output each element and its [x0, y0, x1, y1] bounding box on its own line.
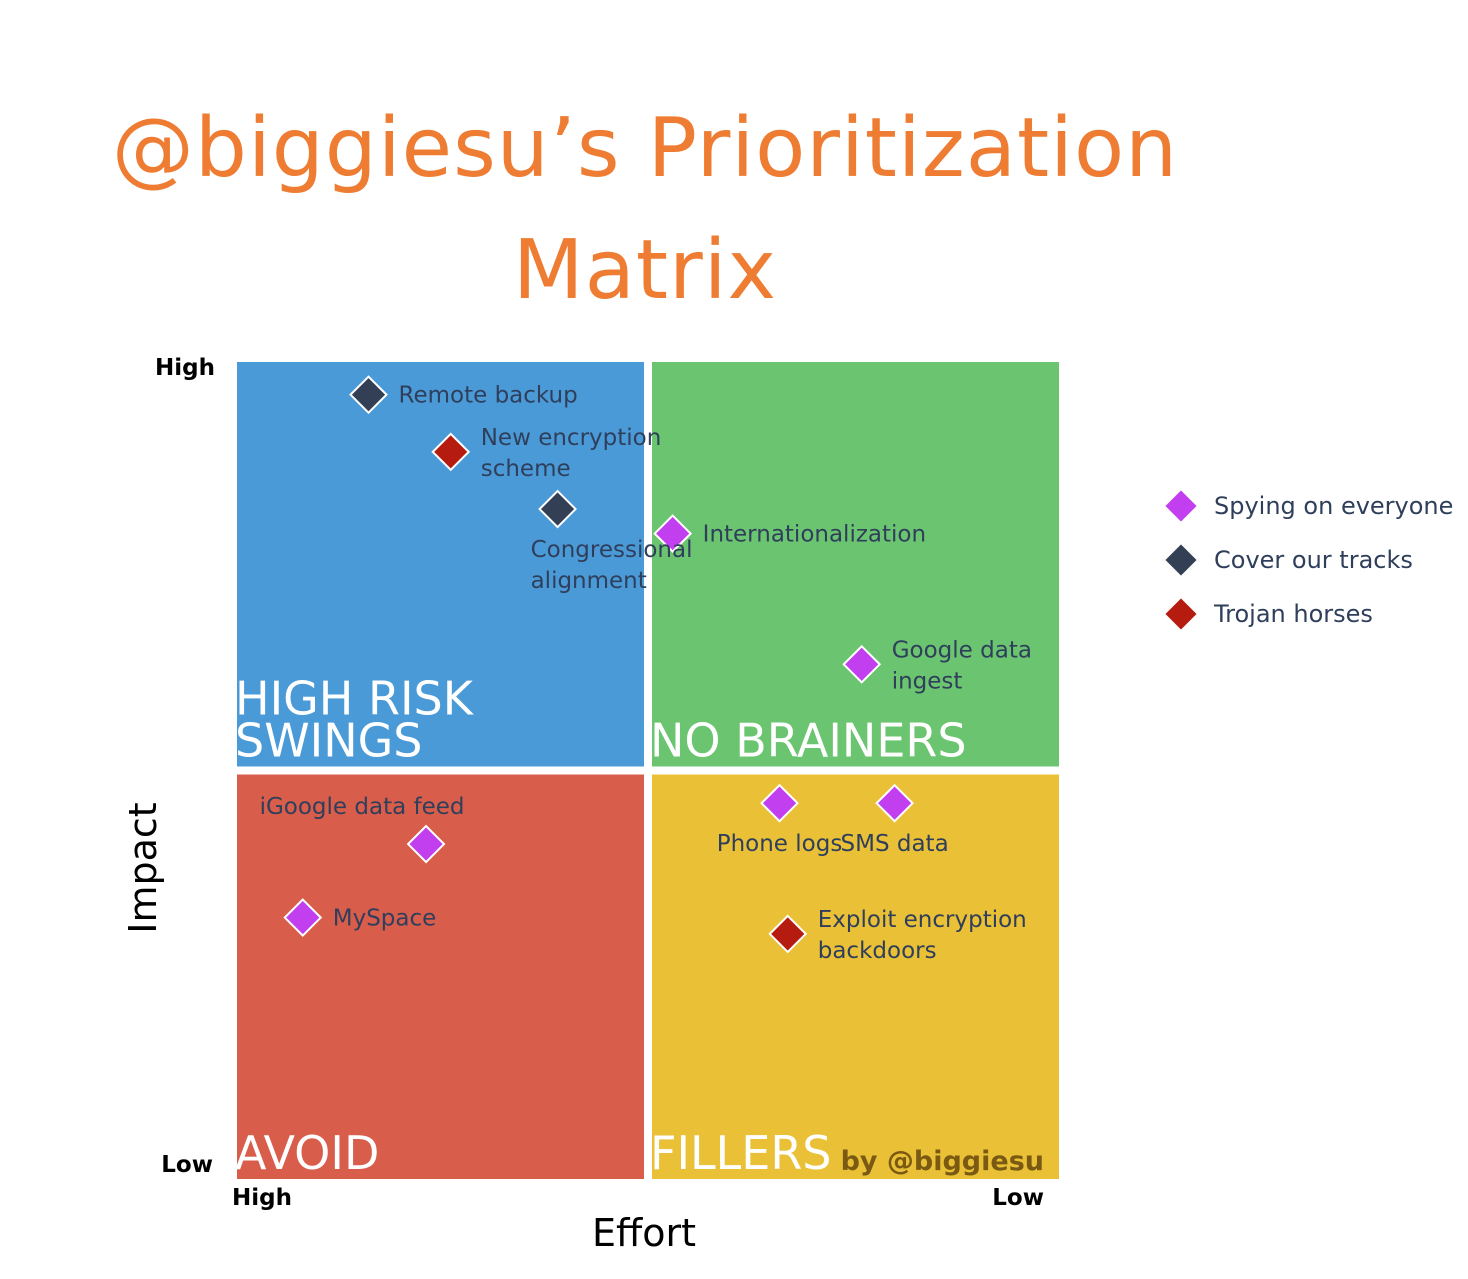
quadrant-high_risk	[237, 362, 644, 767]
legend-marker	[1162, 487, 1200, 525]
data-point-label: iGoogle data feed	[260, 794, 465, 820]
chart-title: @biggiesu’s Prioritization Matrix	[111, 101, 1179, 318]
legend-marker	[1162, 541, 1200, 579]
legend-label: Trojan horses	[1213, 600, 1373, 628]
axes-layer: High Low High Low Effort Impact by @bigg…	[121, 355, 1044, 1255]
y-tick-high: High	[155, 355, 215, 381]
credit-label: by @biggiesu	[841, 1146, 1044, 1177]
data-point-marker	[431, 432, 471, 472]
data-point-marker	[349, 375, 388, 415]
quadrant-label-avoid: AVOID	[235, 1126, 379, 1180]
quadrant-label-no_brainers: NO BRAINERS	[650, 714, 967, 768]
data-point-label: Phone logs	[717, 831, 843, 857]
data-point-marker	[653, 514, 693, 553]
quadrant-label-layer: HIGH RISK SWINGS NO BRAINERS AVOID FILLERS	[235, 672, 967, 1181]
data-point-label: Internationalization	[703, 522, 926, 548]
quadrant-avoid	[237, 774, 644, 1179]
x-tick-high: High	[232, 1185, 292, 1211]
data-point-marker	[538, 489, 577, 529]
data-point-marker	[768, 914, 808, 954]
data-point-label: Exploit encryption backdoors	[818, 907, 1027, 964]
data-point-label: Congressional alignment	[531, 537, 693, 594]
y-tick-low: Low	[161, 1152, 213, 1178]
legend-label: Spying on everyone	[1214, 492, 1453, 520]
data-point-label: New encryption scheme	[481, 425, 662, 482]
legend: Spying on everyone Cover our tracks Trojan…	[1162, 487, 1453, 633]
legend-label: Cover our tracks	[1214, 546, 1413, 574]
data-point-label: Remote backup	[399, 383, 578, 409]
y-axis-title: Impact	[121, 802, 165, 933]
data-point-marker	[760, 783, 799, 823]
data-point-marker	[283, 898, 323, 937]
data-point-marker	[875, 783, 915, 823]
quadrant-label-fillers: FILLERS	[650, 1126, 832, 1180]
quadrant-no_brainers	[652, 362, 1059, 767]
data-point-marker	[406, 824, 446, 864]
data-point-label: Google data ingest	[892, 637, 1032, 694]
legend-marker	[1162, 595, 1200, 633]
data-point-label: MySpace	[333, 906, 437, 932]
quadrant-layer	[237, 362, 1059, 1179]
x-axis-title: Effort	[592, 1211, 696, 1255]
quadrant-fillers	[652, 774, 1059, 1179]
data-point-layer: Internationalization Google data ingest iGo…	[260, 375, 1032, 964]
data-point-marker	[842, 644, 882, 684]
data-point-label: SMS data	[841, 831, 949, 857]
x-tick-low: Low	[992, 1185, 1044, 1211]
quadrant-label-high_risk: HIGH RISK SWINGS	[235, 672, 475, 768]
